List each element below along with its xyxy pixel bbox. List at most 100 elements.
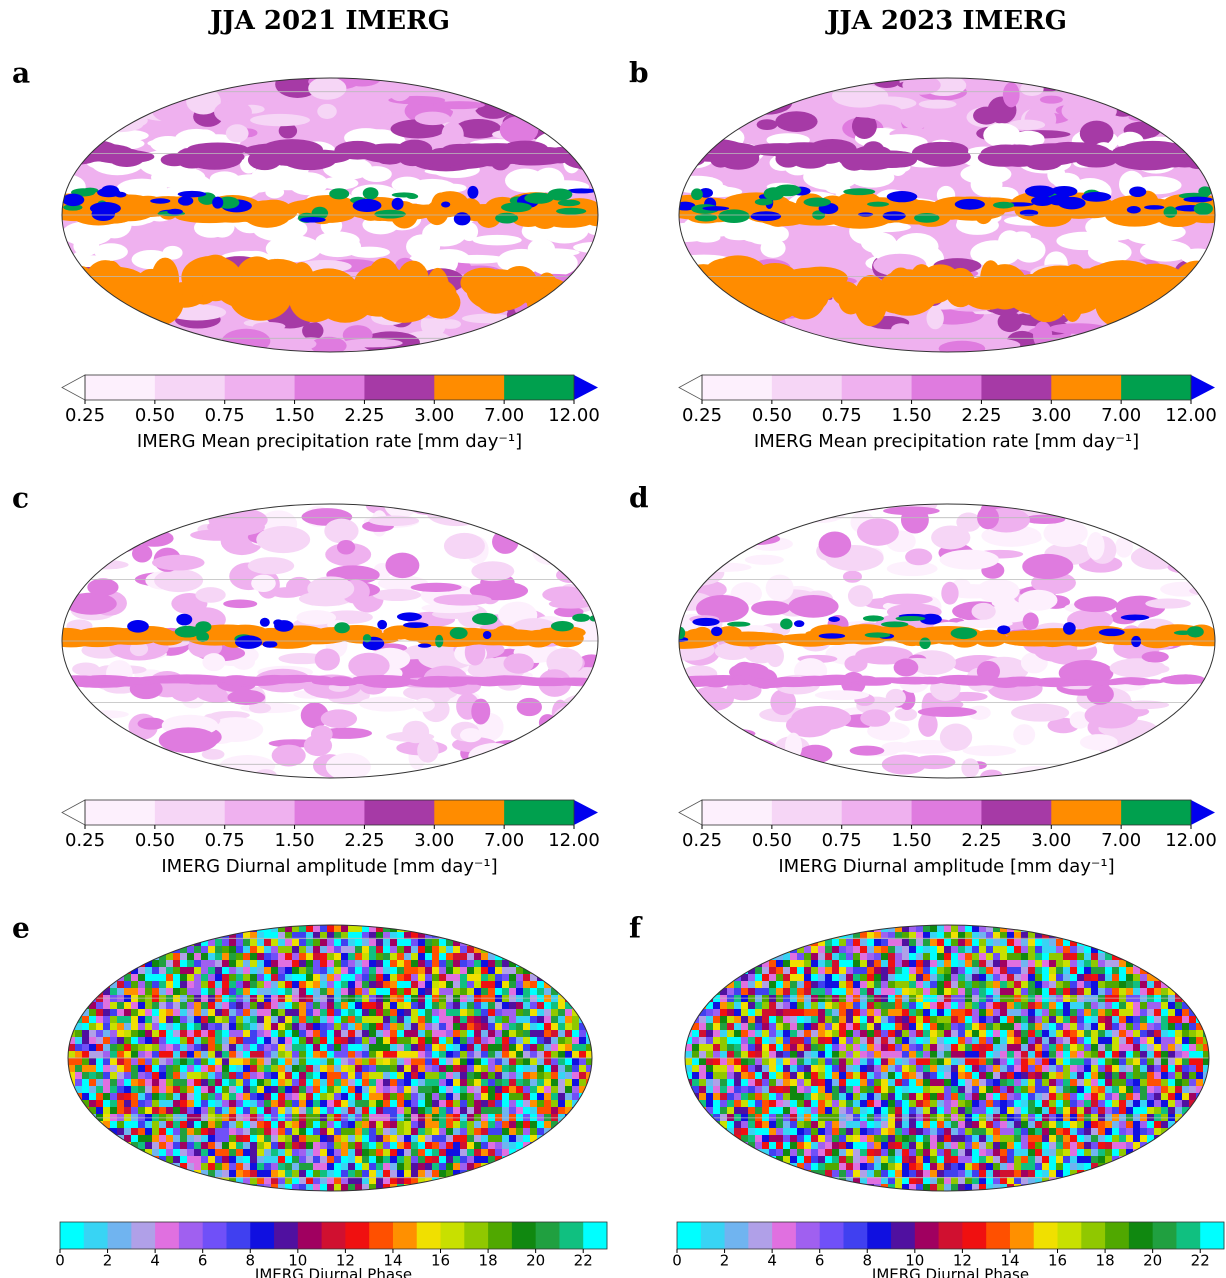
- map-cell: [579, 995, 586, 1002]
- map-cell: [96, 1086, 103, 1093]
- map-cell: [159, 1037, 166, 1044]
- map-blob: [882, 594, 933, 605]
- map-blob: [1074, 596, 1118, 612]
- map-cell: [243, 1023, 250, 1030]
- map-cell: [152, 1100, 159, 1107]
- map-cell: [474, 1016, 481, 1023]
- map-cell: [1084, 925, 1091, 932]
- map-cell: [222, 1051, 229, 1058]
- colorbar-segment: [364, 800, 434, 825]
- map-cell: [152, 1072, 159, 1079]
- map-blob: [843, 571, 862, 583]
- map-cell: [558, 1058, 565, 1065]
- map-blob: [1129, 186, 1146, 197]
- map-cell: [523, 1184, 530, 1191]
- map-cell: [516, 1142, 523, 1149]
- map-blob: [253, 322, 285, 331]
- map-cell: [544, 1072, 551, 1079]
- map-blob: [1063, 622, 1076, 635]
- map-blob: [272, 745, 306, 767]
- map-blob: [656, 150, 706, 168]
- map-cell: [706, 925, 713, 932]
- colorbar-tick-label: 3.00: [1031, 405, 1071, 426]
- map-cell: [397, 1072, 404, 1079]
- map-cell: [481, 1051, 488, 1058]
- map-cell: [348, 1149, 355, 1156]
- colorbar-segment: [842, 800, 912, 825]
- map-cell: [432, 988, 439, 995]
- map-cell: [180, 1100, 187, 1107]
- colorbar-tick-label: 0.75: [205, 830, 245, 851]
- map-cell: [460, 960, 467, 967]
- map-cell: [558, 1072, 565, 1079]
- map-cell: [96, 1030, 103, 1037]
- map-cell: [446, 1135, 453, 1142]
- map-cell: [187, 960, 194, 967]
- map-cell: [446, 1121, 453, 1128]
- map-cell: [131, 1184, 138, 1191]
- map-cell: [250, 988, 257, 995]
- map-cell: [138, 988, 145, 995]
- map-cell: [75, 1121, 82, 1128]
- colorbar-tick-label: 6: [198, 1252, 208, 1270]
- map-cell: [320, 1044, 327, 1051]
- colorbar-segment: [504, 375, 574, 400]
- map-cell: [551, 1002, 558, 1009]
- map-cell: [411, 1149, 418, 1156]
- map-cell: [222, 1016, 229, 1023]
- map-cell: [748, 925, 755, 932]
- map-blob: [501, 202, 532, 212]
- map-cell: [439, 1030, 446, 1037]
- map-blob: [691, 109, 711, 117]
- map-cell: [397, 1093, 404, 1100]
- map-cell: [390, 1121, 397, 1128]
- map-cell: [257, 988, 264, 995]
- map-cell: [558, 1086, 565, 1093]
- map-cell: [68, 932, 75, 939]
- map-cell: [292, 1072, 299, 1079]
- map-cell: [159, 1044, 166, 1051]
- map-blob: [742, 90, 792, 115]
- map-cell: [271, 1072, 278, 1079]
- map-cell: [432, 974, 439, 981]
- map-cell: [362, 960, 369, 967]
- map-cell: [124, 960, 131, 967]
- map-cell: [537, 1037, 544, 1044]
- map-cell: [264, 1086, 271, 1093]
- map-cell: [208, 1037, 215, 1044]
- map-cell: [334, 1135, 341, 1142]
- map-cell: [530, 981, 537, 988]
- column-title: JJA 2023 IMERG: [825, 6, 1067, 36]
- map-cell: [516, 981, 523, 988]
- map-cell: [537, 1072, 544, 1079]
- map-cell: [257, 1023, 264, 1030]
- colorbar-label: IMERG Mean precipitation rate [mm day⁻¹]: [137, 431, 522, 452]
- map-cell: [579, 1170, 586, 1177]
- map-cell: [544, 1135, 551, 1142]
- map-cell: [138, 1093, 145, 1100]
- map-blob: [905, 549, 932, 566]
- map-cell: [579, 1009, 586, 1016]
- map-cell: [446, 1044, 453, 1051]
- map-cell: [397, 1163, 404, 1170]
- map-cell: [222, 1030, 229, 1037]
- map-cell: [355, 1044, 362, 1051]
- map-cell: [243, 967, 250, 974]
- map-cell: [453, 1177, 460, 1184]
- map-cell: [215, 1128, 222, 1135]
- map-cell: [285, 1086, 292, 1093]
- map-cell: [348, 939, 355, 946]
- map-cell: [467, 1163, 474, 1170]
- map-cell: [264, 1135, 271, 1142]
- map-blob: [1194, 129, 1226, 137]
- map-cell: [369, 1065, 376, 1072]
- map-cell: [369, 1058, 376, 1065]
- map-cell: [320, 988, 327, 995]
- map-cell: [201, 1002, 208, 1009]
- map-cell: [187, 1100, 194, 1107]
- map-cell: [89, 953, 96, 960]
- map-cell: [173, 1135, 180, 1142]
- map-cell: [75, 1009, 82, 1016]
- map-cell: [75, 1086, 82, 1093]
- map-cell: [173, 960, 180, 967]
